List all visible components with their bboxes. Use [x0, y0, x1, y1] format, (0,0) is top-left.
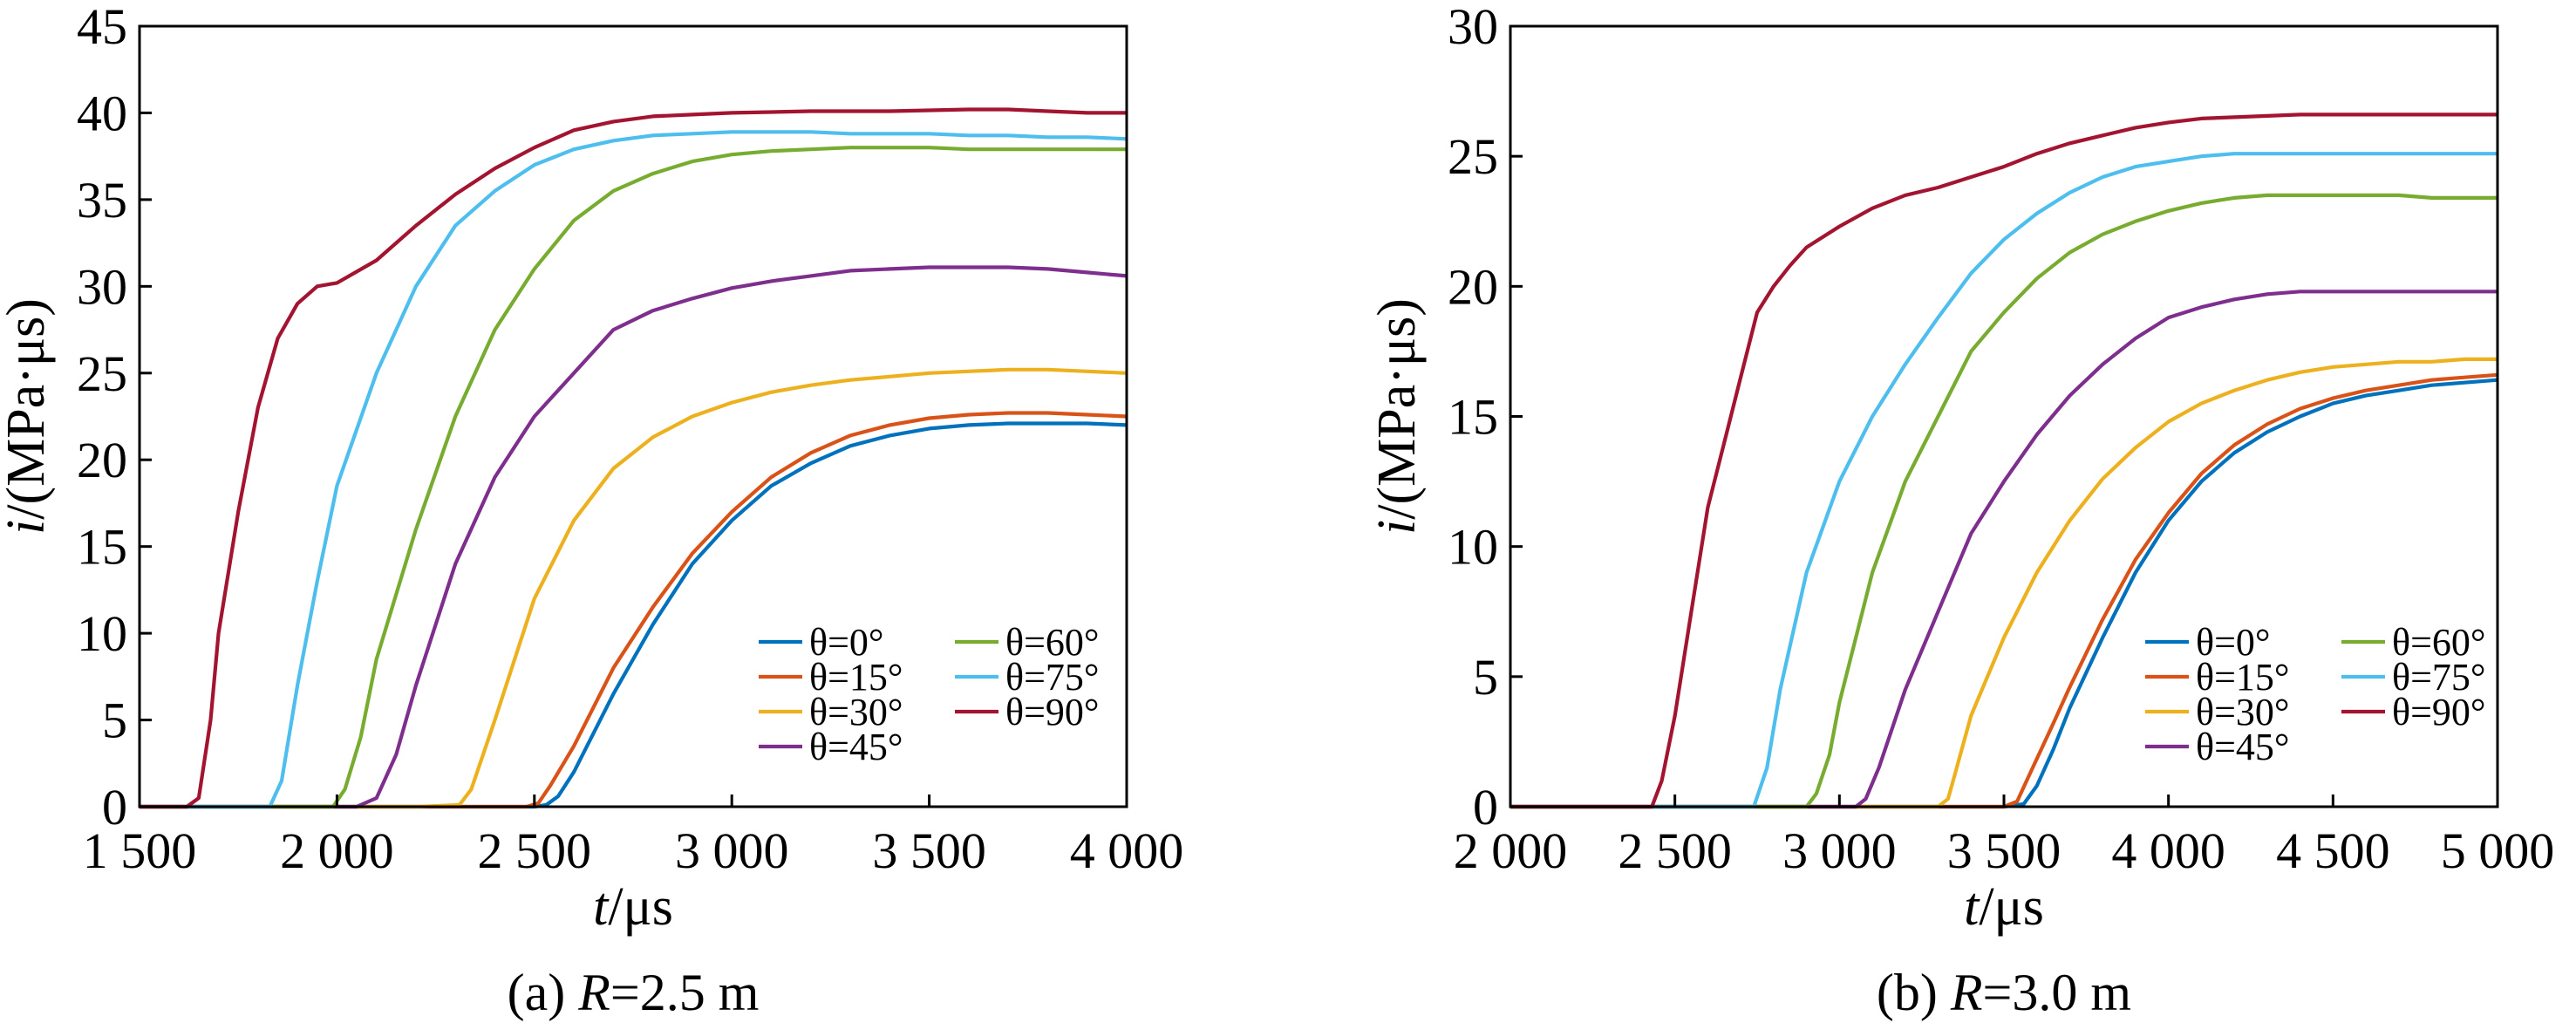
x-axis-unit: /μs	[1979, 877, 2044, 937]
y-tick-label: 20	[1448, 258, 1498, 315]
series-line-5	[1510, 152, 2498, 809]
x-axis-label: t/μs	[593, 877, 673, 937]
legend-label-1: θ=15°	[809, 656, 903, 699]
y-axis-variable: i	[1367, 520, 1427, 535]
series-line-5	[140, 130, 1128, 809]
caption-variable: R	[577, 964, 610, 1021]
x-tick-label: 1 500	[83, 822, 197, 879]
y-tick-label: 45	[77, 0, 127, 55]
legend-label-4: θ=60°	[2392, 621, 2486, 664]
x-tick-label: 3 500	[872, 822, 986, 879]
legend-label-5: θ=75°	[1005, 656, 1100, 699]
x-tick-label: 4 000	[1070, 822, 1184, 879]
legend: θ=0°θ=15°θ=30°θ=45° θ=60°θ=75°θ=90°	[2145, 621, 2486, 768]
x-axis-label: t/μs	[1964, 877, 2044, 937]
y-tick-label: 15	[1448, 389, 1498, 446]
x-tick-label: 2 500	[478, 822, 592, 879]
y-tick-label: 0	[1473, 779, 1498, 835]
series-line-2	[140, 367, 1128, 809]
series-line-0	[1510, 378, 2498, 809]
series-line-1	[140, 411, 1128, 809]
y-tick-label: 35	[77, 172, 127, 228]
panel-a: 1 500 2 000 2 500 3 000 3 500 4 000 0 5 10 15 20 25…	[0, 0, 1183, 1021]
legend-label-3: θ=45°	[2196, 726, 2290, 768]
x-tick-label: 4 500	[2276, 822, 2390, 879]
x-tick-label: 4 000	[2111, 822, 2225, 879]
legend-label-2: θ=30°	[809, 691, 903, 733]
axes-frame	[138, 24, 1128, 808]
legend: θ=0°θ=15°θ=30°θ=45° θ=60°θ=75°θ=90°	[759, 621, 1100, 768]
y-tick-label: 25	[1448, 128, 1498, 185]
legend-label-3: θ=45°	[809, 726, 903, 768]
caption-variable: R	[1950, 964, 1983, 1021]
legend-label-6: θ=90°	[2392, 691, 2486, 733]
legend-label-1: θ=15°	[2196, 656, 2290, 699]
caption-prefix: (b)	[1877, 964, 1951, 1021]
axes-frame	[1509, 24, 2499, 808]
y-tick-label: 5	[1473, 649, 1498, 706]
series-line-6	[140, 107, 1127, 809]
x-tick-label: 2 000	[280, 822, 394, 879]
y-tick-label: 30	[77, 258, 127, 315]
legend-label-0: θ=0°	[809, 621, 884, 664]
x-tick-label: 3 500	[1947, 822, 2061, 879]
x-tick-label: 2 000	[1454, 822, 1568, 879]
legend-label-4: θ=60°	[1005, 621, 1100, 664]
caption-value: =3.0 m	[1983, 964, 2132, 1021]
series-line-4	[140, 146, 1127, 809]
x-tick-label: 3 000	[675, 822, 789, 879]
y-tick-label: 25	[77, 345, 127, 402]
x-axis-variable: t	[1964, 877, 1980, 937]
y-axis-unit: /(MPa·μs)	[0, 298, 56, 520]
legend-label-0: θ=0°	[2196, 621, 2271, 664]
y-axis-label: i/(MPa·μs)	[1367, 298, 1427, 535]
series-line-6	[1510, 113, 2498, 809]
legend-label-5: θ=75°	[2392, 656, 2486, 699]
y-axis-variable: i	[0, 520, 56, 535]
y-tick-label: 10	[77, 605, 127, 662]
caption-prefix: (a)	[508, 964, 579, 1021]
series-line-1	[1510, 372, 2498, 809]
y-tick-label: 40	[77, 85, 127, 141]
x-tick-label: 5 000	[2441, 822, 2555, 879]
y-tick-label: 20	[77, 432, 127, 488]
x-tick-label: 3 000	[1782, 822, 1897, 879]
y-tick-label: 0	[102, 779, 127, 835]
panel-b: 2 000 2 500 3 000 3 500 4 000 4 500 5 000 0 5 10 1…	[1367, 0, 2554, 1021]
y-axis-label: i/(MPa·μs)	[0, 298, 56, 535]
y-axis-unit: /(MPa·μs)	[1367, 298, 1427, 520]
caption-value: =2.5 m	[610, 964, 760, 1021]
y-tick-label: 30	[1448, 0, 1498, 55]
legend-label-6: θ=90°	[1005, 691, 1100, 733]
series-line-2	[1510, 357, 2498, 809]
legend-label-2: θ=30°	[2196, 691, 2290, 733]
y-tick-label: 5	[102, 692, 127, 749]
x-axis-variable: t	[593, 877, 610, 937]
y-tick-label: 10	[1448, 519, 1498, 576]
x-tick-label: 2 500	[1618, 822, 1732, 879]
panel-caption: (b) R=3.0 m	[1877, 964, 2131, 1021]
series-line-3	[140, 265, 1128, 809]
series-line-0	[140, 421, 1128, 809]
x-axis-unit: /μs	[608, 877, 673, 937]
panel-caption: (a) R=2.5 m	[508, 964, 760, 1021]
y-tick-label: 15	[77, 519, 127, 576]
series-line-4	[1510, 193, 2498, 809]
series-line-3	[1510, 290, 2498, 809]
